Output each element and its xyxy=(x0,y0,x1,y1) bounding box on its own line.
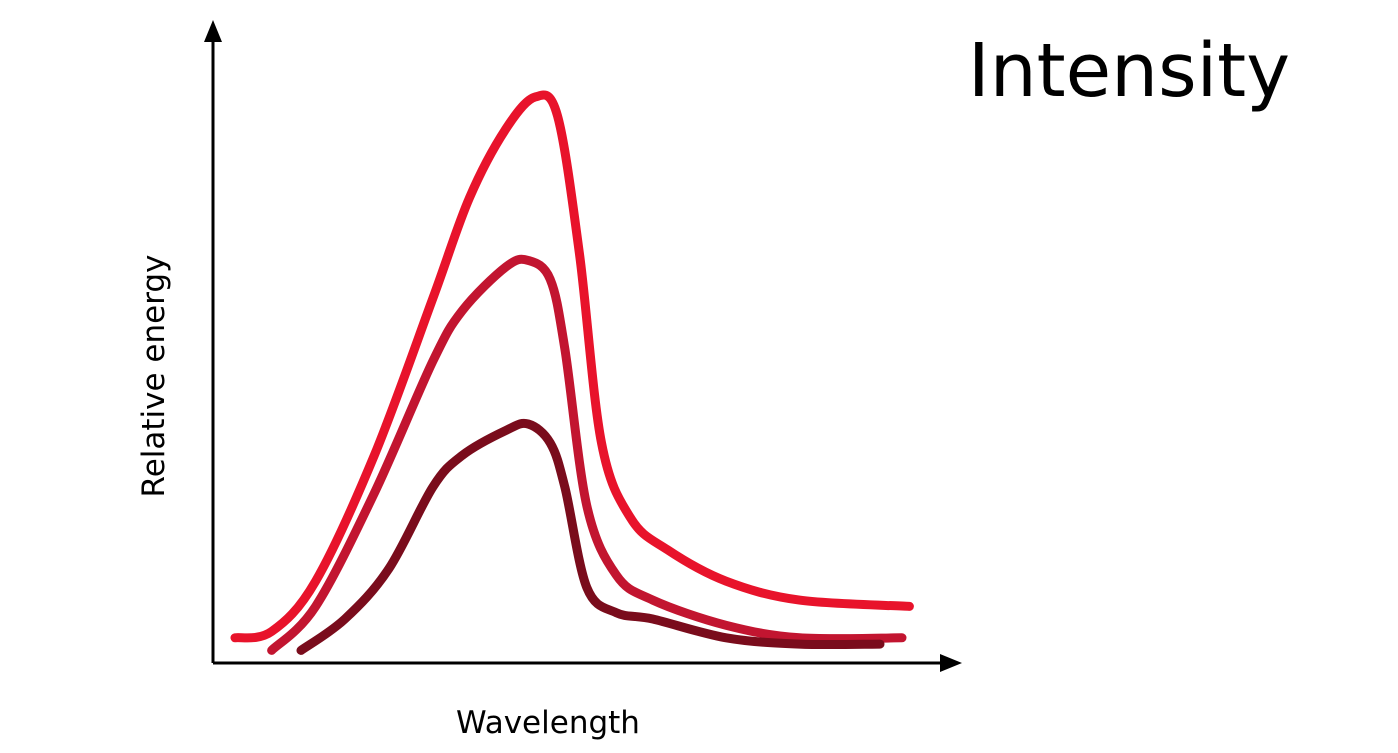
y-axis-arrow-icon xyxy=(204,20,222,42)
x-axis-label: Wavelength xyxy=(456,705,640,741)
y-axis-label: Relative energy xyxy=(136,255,172,498)
series-line-3 xyxy=(296,418,885,655)
chart-title: Intensity xyxy=(968,28,1290,114)
series-group xyxy=(230,90,914,655)
series-line-2 xyxy=(267,254,907,655)
x-axis-arrow-icon xyxy=(940,654,962,672)
series-line-1 xyxy=(230,90,914,643)
